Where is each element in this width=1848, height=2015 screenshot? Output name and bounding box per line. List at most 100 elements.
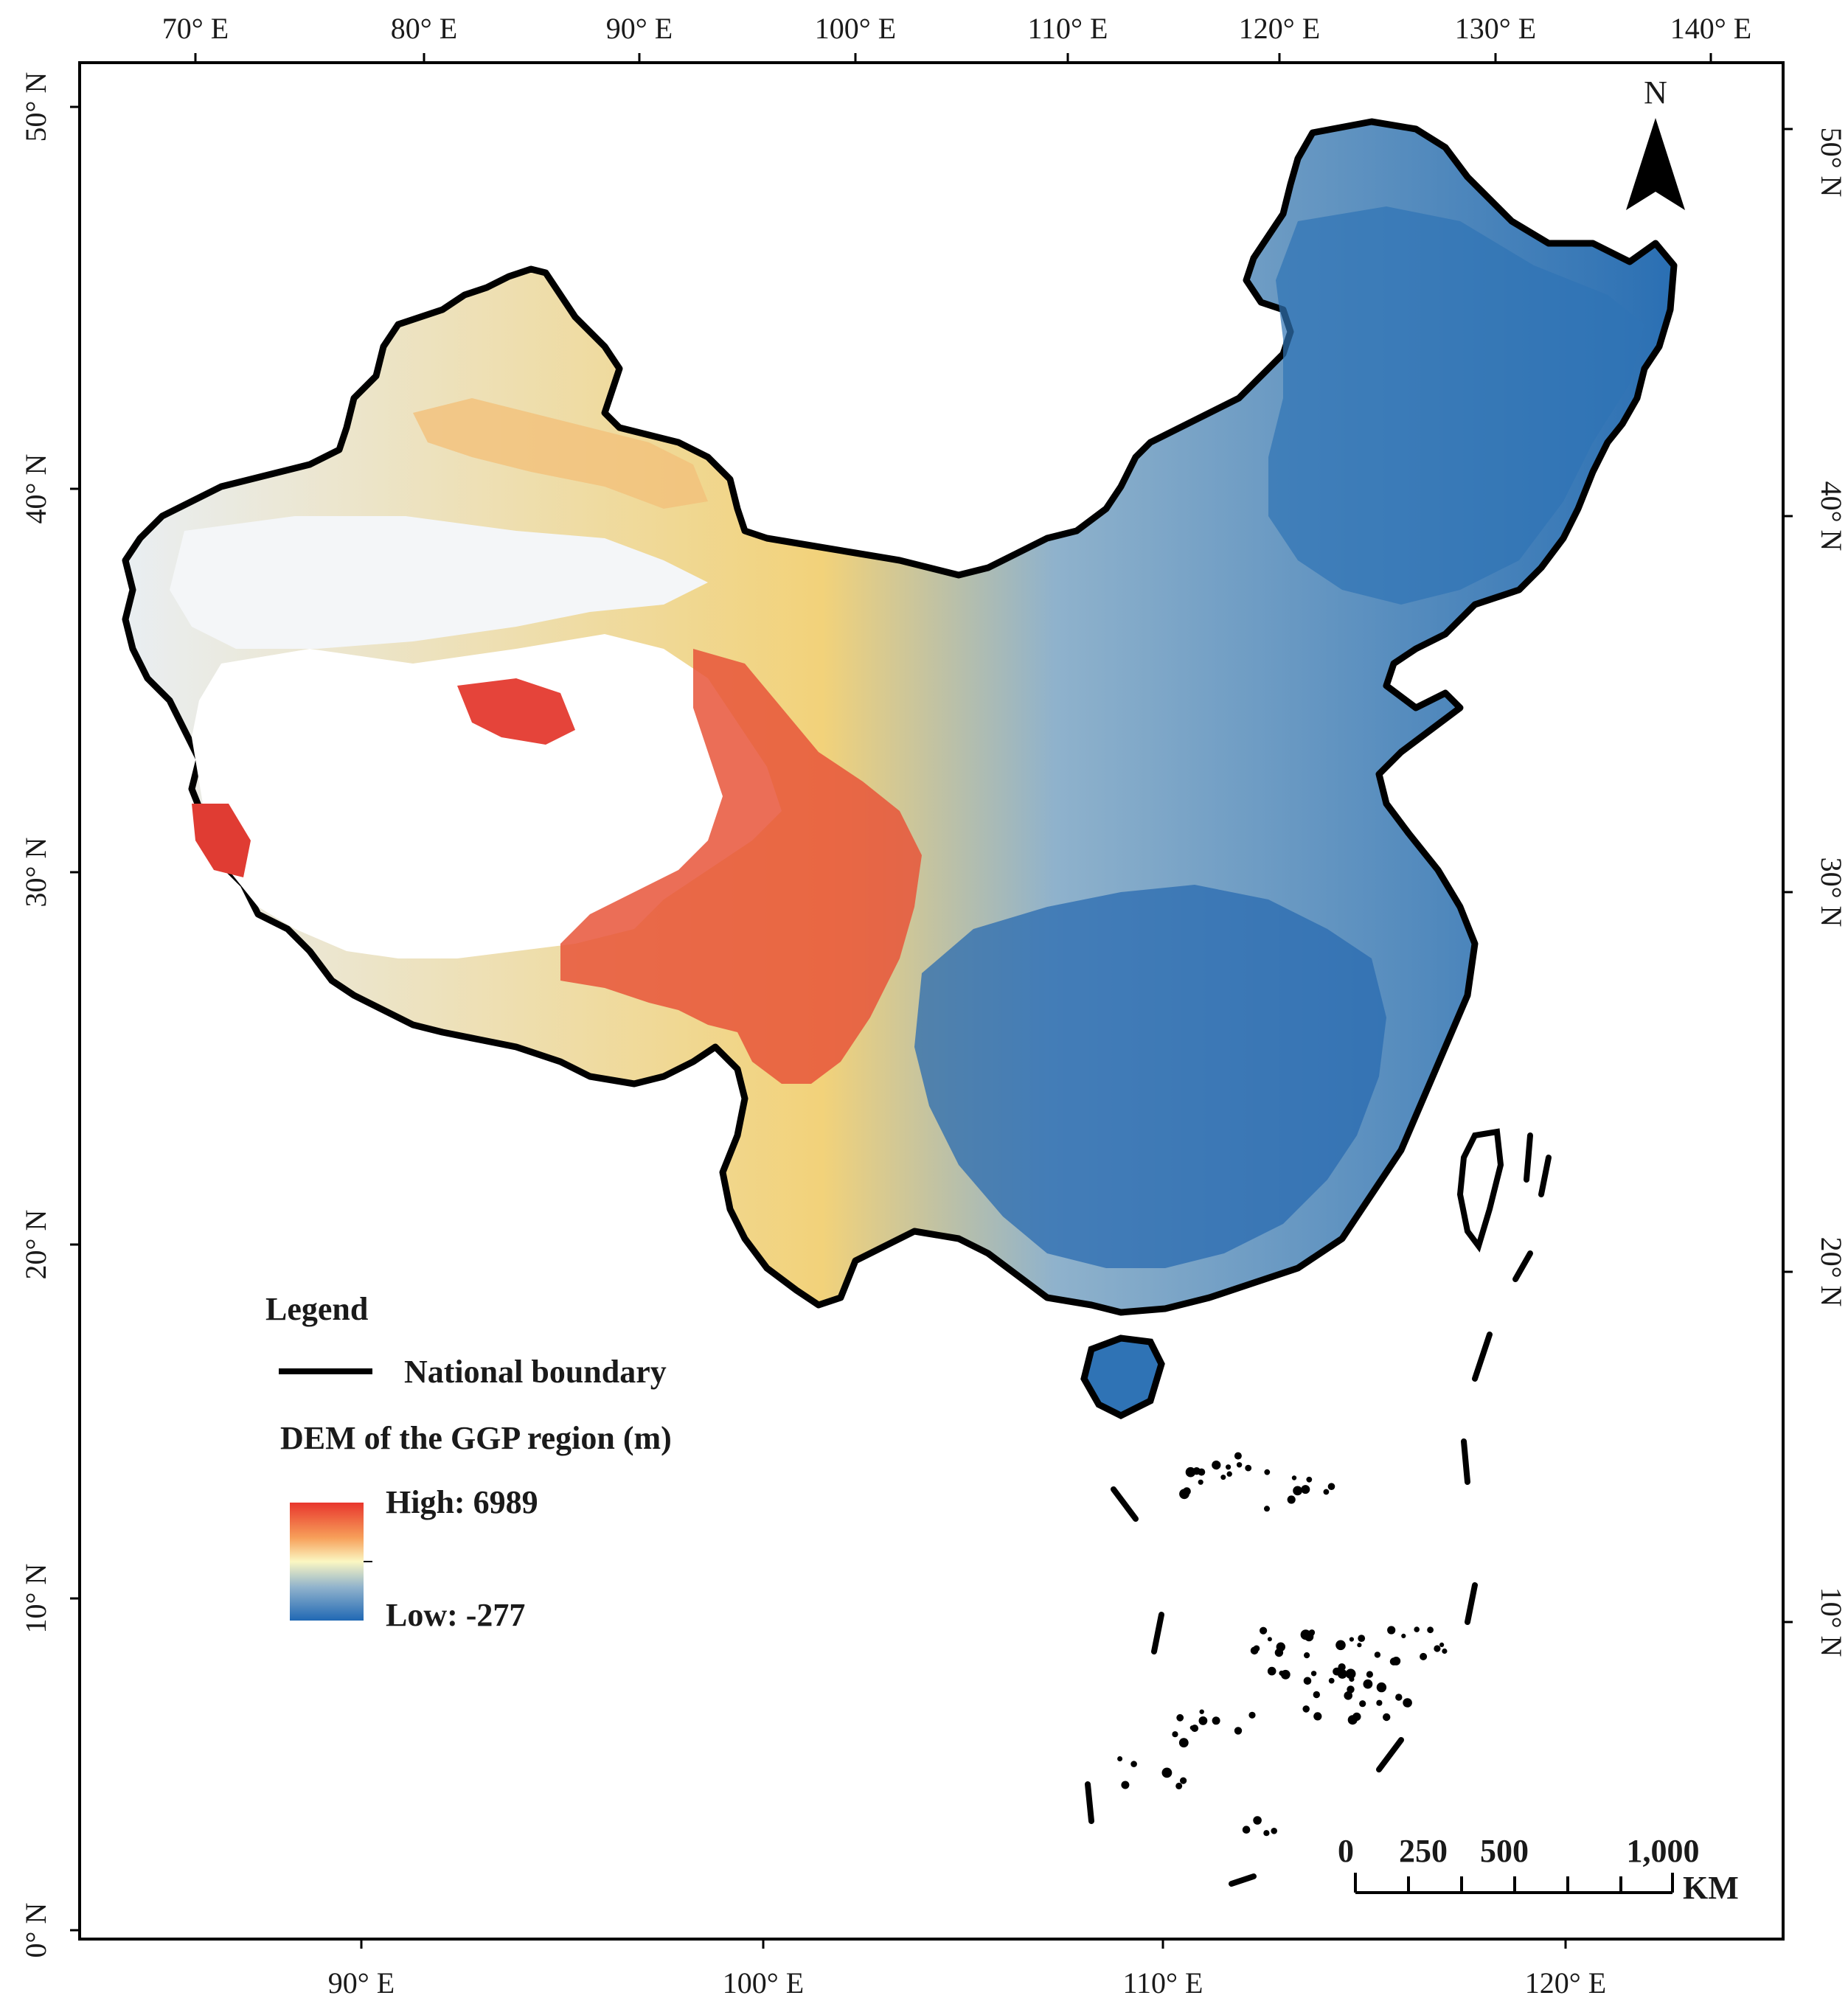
island-dot <box>1175 1782 1183 1789</box>
island-dot <box>1267 1666 1276 1676</box>
island-dot <box>1176 1713 1184 1722</box>
island-dot <box>1293 1486 1302 1496</box>
island-dot <box>1414 1626 1420 1632</box>
left-tick-label: 10° N <box>19 1564 52 1634</box>
low-elevation-area <box>914 885 1386 1268</box>
island-dot <box>1306 1476 1313 1483</box>
island-dot <box>1383 1713 1391 1722</box>
top-tick-label: 80° E <box>391 12 457 45</box>
island-dot <box>1226 1471 1232 1477</box>
right-tick-label: 30° N <box>1815 857 1848 928</box>
top-tick-label: 120° E <box>1239 12 1320 45</box>
bottom-tick-label: 120° E <box>1525 1966 1606 2000</box>
low-label: Low: -277 <box>386 1597 525 1633</box>
island-dot <box>1234 1452 1242 1460</box>
north-label: N <box>1644 74 1667 111</box>
island-dot <box>1347 1715 1358 1725</box>
island-dot <box>1374 1652 1381 1658</box>
island-dot <box>1180 1777 1187 1784</box>
island-dot <box>1198 1479 1203 1485</box>
island-dot <box>1130 1761 1137 1767</box>
island-dot <box>1264 1506 1270 1512</box>
island-dot <box>1121 1781 1130 1789</box>
island-dot <box>1310 1671 1317 1677</box>
island-dot <box>1179 1489 1189 1500</box>
island-dot <box>1366 1671 1373 1678</box>
island-dot <box>1245 1464 1252 1472</box>
island-dot <box>1161 1767 1173 1778</box>
high-elevation-north-xinjiang <box>413 398 708 509</box>
island-dot <box>1376 1682 1387 1693</box>
island-dot <box>1335 1640 1346 1651</box>
bottom-axis: 90° E 100° E 110° E 120° E <box>328 1966 1606 2000</box>
island-dot <box>1253 1816 1262 1825</box>
right-tick-label: 10° N <box>1815 1587 1848 1657</box>
island-dot <box>1389 1657 1398 1666</box>
island-dot <box>1359 1700 1366 1708</box>
island-dot <box>1376 1699 1383 1706</box>
island-dot <box>1357 1643 1362 1648</box>
left-tick-label: 20° N <box>19 1210 52 1280</box>
island-dot <box>1307 1629 1315 1637</box>
north-arrow: N <box>1626 74 1685 210</box>
island-dot <box>1427 1626 1434 1634</box>
scale-tick-label: 0 <box>1338 1833 1354 1869</box>
south-china-sea-boundary <box>1085 1132 1552 1887</box>
bottom-tick-label: 90° E <box>328 1966 395 2000</box>
low-elevation-northeast <box>1268 206 1644 605</box>
boundary-label: National boundary <box>404 1354 667 1390</box>
island-dot <box>1242 1826 1251 1834</box>
island-dot <box>1234 1727 1243 1735</box>
island-dot <box>1291 1475 1297 1480</box>
left-axis: 50° N 40° N 30° N 20° N 10° N 0° N <box>19 72 52 1958</box>
island-dot <box>1395 1694 1403 1701</box>
island-dot <box>1267 1637 1272 1642</box>
island-dot <box>1263 1830 1270 1837</box>
island-dot <box>1358 1635 1366 1643</box>
island-dot <box>1344 1691 1352 1700</box>
island-dot <box>1212 1461 1221 1470</box>
island-dot <box>1117 1756 1123 1761</box>
island-dot <box>1178 1738 1189 1748</box>
island-dot <box>1212 1716 1220 1725</box>
island-dot <box>1301 1485 1310 1494</box>
island-dot <box>1420 1652 1428 1660</box>
scale-tick-label: 250 <box>1399 1833 1448 1869</box>
island-dot <box>1313 1712 1322 1721</box>
scale-tick-label: 500 <box>1480 1833 1529 1869</box>
island-dot <box>1387 1626 1396 1635</box>
legend: Legend National boundary DEM of the GGP … <box>265 1291 672 1633</box>
right-tick-label: 50° N <box>1815 128 1848 198</box>
island-dot <box>1434 1645 1441 1652</box>
island-dot <box>1220 1475 1226 1480</box>
island-dot <box>1287 1495 1296 1504</box>
island-dot <box>1271 1828 1277 1834</box>
high-elevation-area <box>560 649 922 1084</box>
island-dot <box>1338 1663 1346 1671</box>
dem-raster <box>122 118 1678 1420</box>
island-dot <box>1403 1698 1412 1708</box>
top-axis: 70° E 80° E 90° E 100° E 110° E 120° E 1… <box>162 12 1751 45</box>
dem-color-ramp <box>290 1503 364 1621</box>
scale-bar: 0 250 500 1,000 KM <box>1338 1833 1739 1906</box>
tarim-nodata-area <box>170 516 708 649</box>
left-tick-label: 40° N <box>19 454 52 524</box>
tibet-nodata-area <box>192 634 782 958</box>
island-dot <box>1439 1642 1445 1647</box>
island-dot <box>1226 1464 1232 1470</box>
island-dot <box>1172 1731 1178 1738</box>
island-dot <box>1328 1677 1335 1684</box>
island-dot <box>1302 1705 1310 1713</box>
top-tick-label: 110° E <box>1028 12 1108 45</box>
island-dot <box>1303 1677 1312 1685</box>
left-tick-label: 0° N <box>19 1903 52 1958</box>
island-dot <box>1401 1633 1406 1638</box>
island-dot <box>1199 1709 1204 1714</box>
island-dot <box>1363 1679 1373 1689</box>
top-tick-label: 90° E <box>606 12 673 45</box>
island-dot <box>1192 1467 1201 1475</box>
top-tick-label: 130° E <box>1455 12 1536 45</box>
right-tick-label: 20° N <box>1815 1237 1848 1307</box>
top-tick-label: 140° E <box>1670 12 1751 45</box>
island-dot <box>1260 1626 1268 1635</box>
